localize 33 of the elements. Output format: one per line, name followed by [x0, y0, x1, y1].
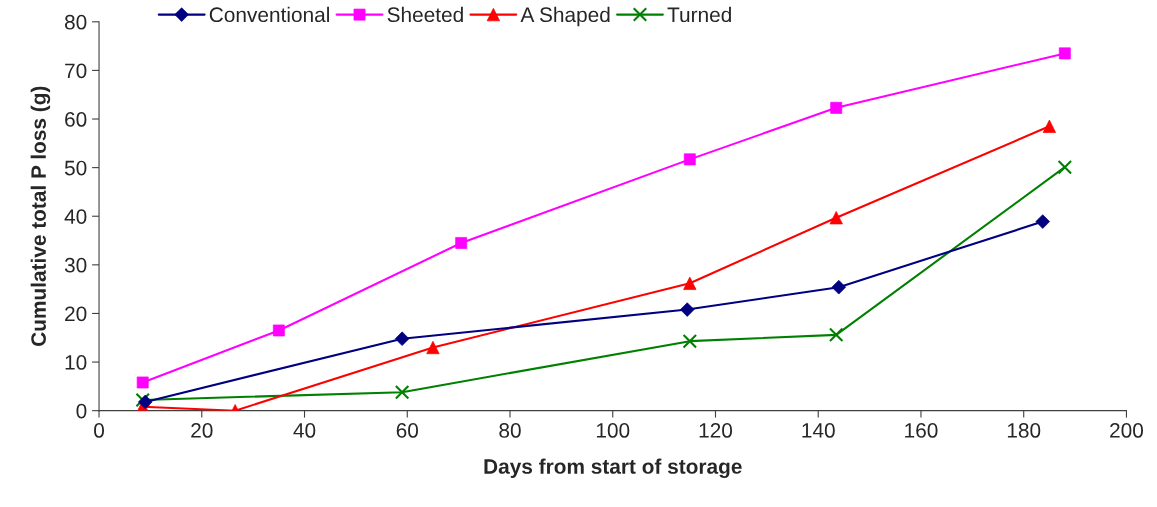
legend-label: A Shaped — [520, 6, 610, 27]
x-tick-label: 160 — [905, 423, 938, 438]
legend-label: Turned — [667, 6, 731, 23]
point — [1057, 159, 1073, 175]
legend-label: Conventional — [209, 6, 329, 23]
legend-label: Sheeted — [387, 6, 463, 23]
x-tick-label: 40 — [293, 423, 316, 438]
x-tick-label: 20 — [191, 423, 213, 438]
y-tick-label: 30 — [64, 257, 87, 273]
x-tick-label: 0 — [94, 423, 105, 438]
y-tick-label: 20 — [65, 306, 87, 322]
point — [394, 384, 410, 400]
point — [828, 327, 844, 343]
y-tick-label: 60 — [65, 112, 87, 127]
y-tick-label: 10 — [65, 355, 87, 370]
point — [1042, 119, 1056, 133]
point — [680, 302, 695, 317]
point — [1035, 214, 1050, 229]
x-tick-label: 100 — [596, 423, 630, 438]
point — [682, 333, 698, 349]
y-tick-label: 0 — [76, 403, 87, 419]
x-tick-label: 200 — [1110, 423, 1144, 438]
y-tick-label: 40 — [64, 209, 87, 224]
y-tick-label: 70 — [65, 63, 87, 79]
y-tick-label: 80 — [64, 14, 87, 30]
x-tick-label: 80 — [499, 423, 521, 438]
x-tick-label: 180 — [1007, 423, 1041, 438]
x-tick-label: 140 — [802, 423, 835, 438]
y-tick-label: 50 — [64, 160, 87, 176]
y-axis-title: Cumulative total P loss (g) — [30, 86, 51, 346]
x-tick-label: 120 — [699, 423, 733, 438]
x-axis-title: Days from start of storage — [484, 458, 742, 479]
x-tick-label: 60 — [396, 423, 419, 438]
